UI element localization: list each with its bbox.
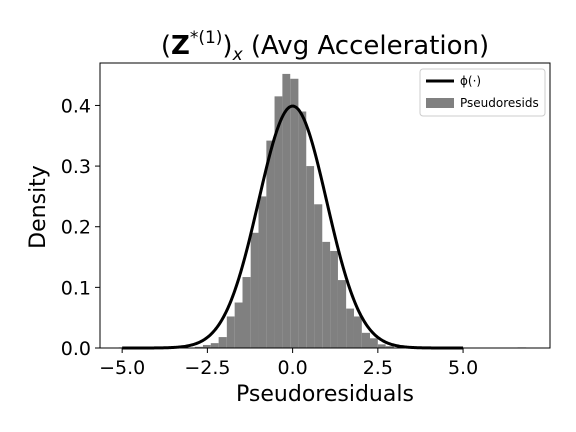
histogram-bar bbox=[314, 204, 323, 348]
x-axis-label: Pseudoresiduals bbox=[236, 382, 414, 407]
histogram-bar bbox=[234, 302, 243, 348]
chart-title: (Z*(1))x (Avg Acceleration) bbox=[161, 28, 489, 65]
histogram-bar bbox=[282, 73, 291, 349]
histogram-bar bbox=[274, 96, 283, 348]
x-tick-label: 0.0 bbox=[278, 357, 308, 379]
histogram-bar bbox=[226, 316, 235, 348]
histogram-bar bbox=[266, 140, 275, 348]
x-tick-label: 5.0 bbox=[448, 357, 478, 379]
histogram-bar bbox=[377, 344, 386, 348]
histogram-bar bbox=[361, 332, 370, 348]
histogram-bar bbox=[218, 337, 227, 348]
legend-label: Pseudoresids bbox=[460, 96, 539, 110]
histogram-bar bbox=[242, 277, 251, 348]
axes-frame bbox=[99, 62, 551, 349]
x-tick-label: 2.5 bbox=[363, 357, 393, 379]
histogram-bar bbox=[353, 316, 362, 348]
histogram-bar bbox=[258, 196, 267, 348]
y-tick-label: 0.4 bbox=[61, 95, 91, 117]
y-tick-label: 0.0 bbox=[61, 338, 91, 360]
histogram-bar bbox=[202, 344, 211, 348]
x-tick-label: −2.5 bbox=[184, 357, 230, 379]
axes: −5.0 −2.5 0.0 2.5 5.0 0.0 0.1 0.2 0.3 0.4 bbox=[61, 62, 551, 379]
x-tick-label: −5.0 bbox=[99, 357, 145, 379]
y-tick-label: 0.3 bbox=[61, 156, 91, 178]
y-axis-label: Density bbox=[26, 165, 51, 249]
histogram-bar bbox=[298, 111, 307, 348]
legend-patch-swatch bbox=[426, 98, 454, 108]
histogram-bar bbox=[250, 232, 259, 348]
histogram-bar bbox=[337, 280, 347, 348]
histogram-bar bbox=[330, 250, 338, 348]
histogram-bar bbox=[385, 346, 394, 348]
histogram-bar bbox=[346, 308, 354, 348]
y-tick-label: 0.2 bbox=[61, 217, 91, 239]
histogram-bar bbox=[194, 346, 203, 348]
y-tick-label: 0.1 bbox=[61, 277, 91, 299]
histogram-bar bbox=[210, 343, 219, 348]
histogram-bar bbox=[370, 338, 378, 348]
pdf-curve bbox=[122, 104, 464, 350]
histogram-bar bbox=[290, 78, 299, 348]
legend: ϕ(·) Pseudoresids bbox=[419, 68, 546, 117]
legend-label: ϕ(·) bbox=[460, 74, 481, 88]
histogram-bar bbox=[306, 166, 315, 348]
plot-area bbox=[118, 73, 527, 350]
histogram-bar bbox=[322, 241, 331, 348]
